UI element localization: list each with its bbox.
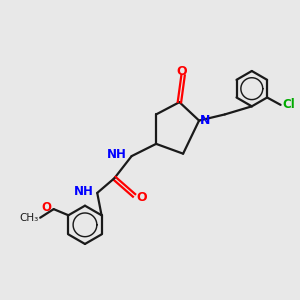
Text: Cl: Cl [283, 98, 295, 111]
Text: N: N [200, 114, 211, 127]
Text: NH: NH [107, 148, 127, 161]
Text: O: O [136, 191, 147, 204]
Text: O: O [177, 65, 187, 78]
Text: O: O [42, 201, 52, 214]
Text: CH₃: CH₃ [19, 213, 38, 223]
Text: NH: NH [74, 185, 94, 198]
